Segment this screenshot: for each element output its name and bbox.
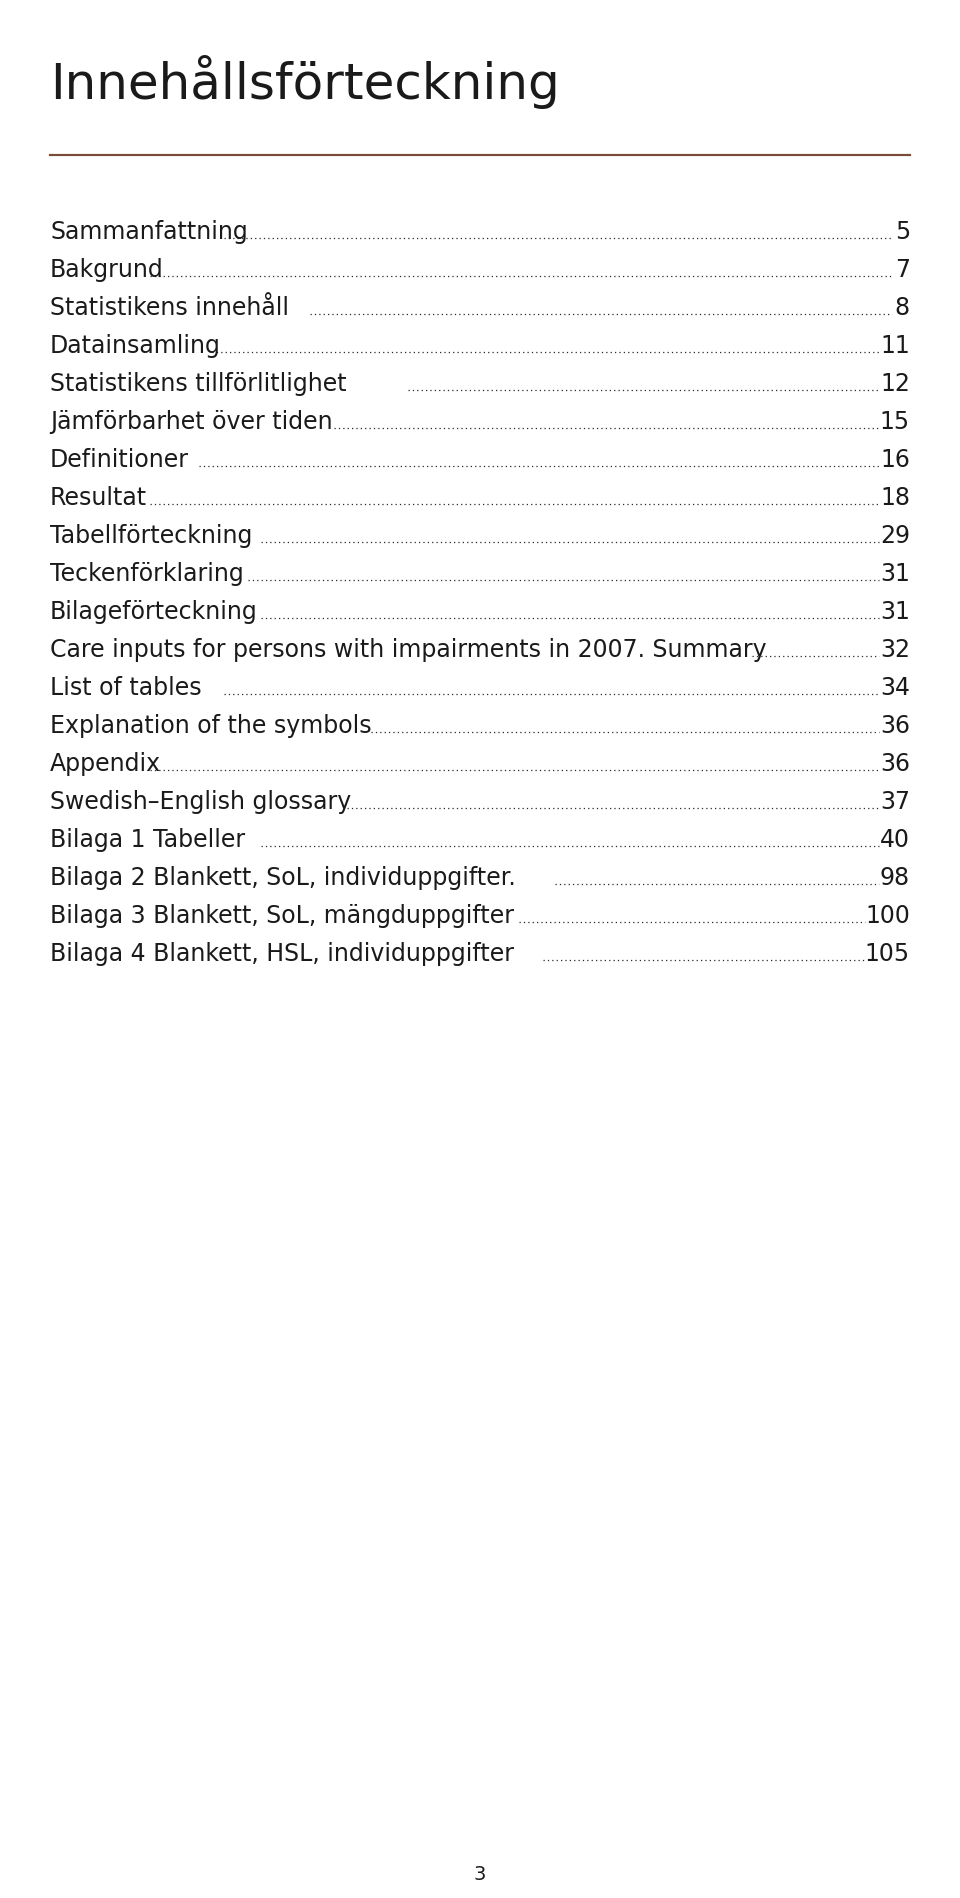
Text: Care inputs for persons with impairments in 2007. Summary: Care inputs for persons with impairments… bbox=[50, 638, 767, 662]
Text: 11: 11 bbox=[880, 334, 910, 359]
Text: 3: 3 bbox=[474, 1866, 486, 1885]
Text: Statistikens tillförlitlighet: Statistikens tillförlitlighet bbox=[50, 372, 347, 397]
Text: 31: 31 bbox=[880, 562, 910, 586]
Text: Tabellförteckning: Tabellförteckning bbox=[50, 524, 252, 549]
Text: Explanation of the symbols: Explanation of the symbols bbox=[50, 714, 372, 738]
Text: 31: 31 bbox=[880, 600, 910, 624]
Text: 36: 36 bbox=[880, 714, 910, 738]
Text: 100: 100 bbox=[865, 903, 910, 928]
Text: List of tables: List of tables bbox=[50, 676, 202, 700]
Text: Datainsamling: Datainsamling bbox=[50, 334, 221, 359]
Text: Bilaga 2 Blankett, SoL, individuppgifter.: Bilaga 2 Blankett, SoL, individuppgifter… bbox=[50, 865, 516, 890]
Text: Jämförbarhet över tiden: Jämförbarhet över tiden bbox=[50, 410, 332, 435]
Text: Bilaga 1 Tabeller: Bilaga 1 Tabeller bbox=[50, 828, 245, 852]
Text: 18: 18 bbox=[880, 486, 910, 511]
Text: Sammanfattning: Sammanfattning bbox=[50, 220, 248, 245]
Text: Swedish–English glossary: Swedish–English glossary bbox=[50, 790, 351, 814]
Text: 29: 29 bbox=[880, 524, 910, 549]
Text: Bilaga 4 Blankett, HSL, individuppgifter: Bilaga 4 Blankett, HSL, individuppgifter bbox=[50, 941, 514, 966]
Text: Bakgrund: Bakgrund bbox=[50, 258, 164, 283]
Text: 15: 15 bbox=[880, 410, 910, 435]
Text: 8: 8 bbox=[895, 296, 910, 321]
Text: 37: 37 bbox=[880, 790, 910, 814]
Text: 5: 5 bbox=[895, 220, 910, 245]
Text: 36: 36 bbox=[880, 752, 910, 776]
Text: 98: 98 bbox=[880, 865, 910, 890]
Text: Innehållsförteckning: Innehållsförteckning bbox=[50, 55, 560, 108]
Text: Bilageförteckning: Bilageförteckning bbox=[50, 600, 257, 624]
Text: Definitioner: Definitioner bbox=[50, 448, 189, 473]
Text: Appendix: Appendix bbox=[50, 752, 161, 776]
Text: Bilaga 3 Blankett, SoL, mängduppgifter: Bilaga 3 Blankett, SoL, mängduppgifter bbox=[50, 903, 514, 928]
Text: Resultat: Resultat bbox=[50, 486, 147, 511]
Text: 32: 32 bbox=[880, 638, 910, 662]
Text: 12: 12 bbox=[880, 372, 910, 397]
Text: 16: 16 bbox=[880, 448, 910, 473]
Text: 34: 34 bbox=[880, 676, 910, 700]
Text: 7: 7 bbox=[895, 258, 910, 283]
Text: 40: 40 bbox=[880, 828, 910, 852]
Text: Statistikens innehåll: Statistikens innehåll bbox=[50, 296, 289, 321]
Text: 105: 105 bbox=[865, 941, 910, 966]
Text: Teckenförklaring: Teckenförklaring bbox=[50, 562, 244, 586]
